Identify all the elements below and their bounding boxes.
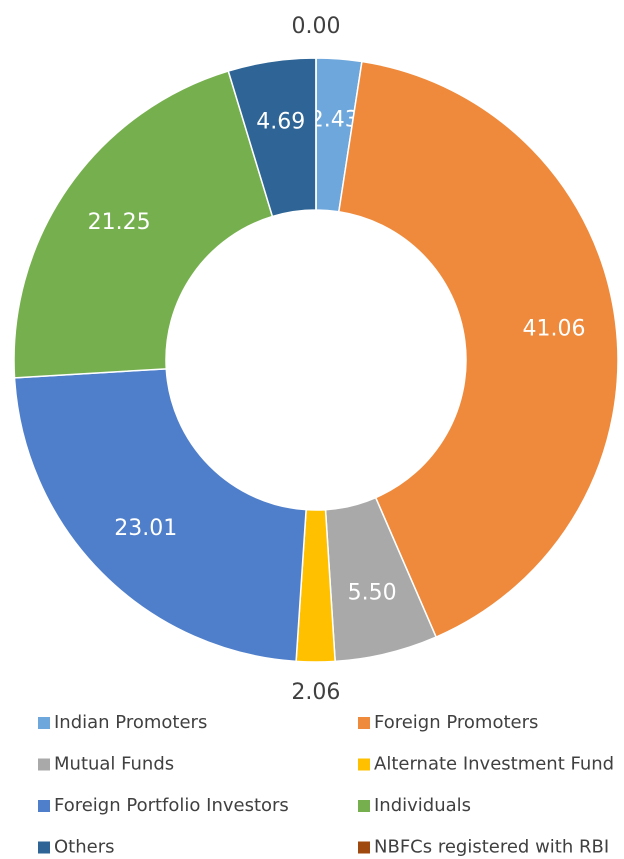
data-label: 23.01: [114, 516, 177, 541]
data-label: 2.06: [291, 680, 340, 705]
data-label: 2.43: [310, 108, 359, 133]
data-label: 4.69: [256, 110, 305, 135]
donut-slice: [13, 368, 307, 663]
legend-label: Individuals: [374, 795, 471, 816]
legend-label: Others: [54, 837, 115, 858]
legend-swatch: [358, 841, 370, 854]
legend-swatch: [38, 841, 50, 854]
data-label: 5.50: [348, 580, 397, 605]
legend-label: Mutual Funds: [54, 754, 174, 775]
legend-swatch: [38, 800, 50, 812]
legend-label: Foreign Promoters: [374, 712, 538, 733]
donut-slice: [13, 70, 274, 379]
data-label: 0.00: [292, 14, 341, 39]
donut-slice: [337, 60, 619, 639]
legend-label: Foreign Portfolio Investors: [54, 795, 289, 816]
legend-swatch: [38, 758, 50, 771]
legend-swatch: [358, 758, 370, 771]
legend-label: NBFCs registered with RBI: [374, 837, 609, 858]
legend-swatch: [358, 800, 370, 812]
legend-swatch: [358, 717, 370, 729]
legend-swatch: [38, 717, 50, 729]
legend-label: Indian Promoters: [54, 712, 207, 733]
legend-label: Alternate Investment Fund: [374, 754, 614, 775]
data-label: 41.06: [523, 316, 586, 341]
data-label: 21.25: [88, 210, 151, 235]
